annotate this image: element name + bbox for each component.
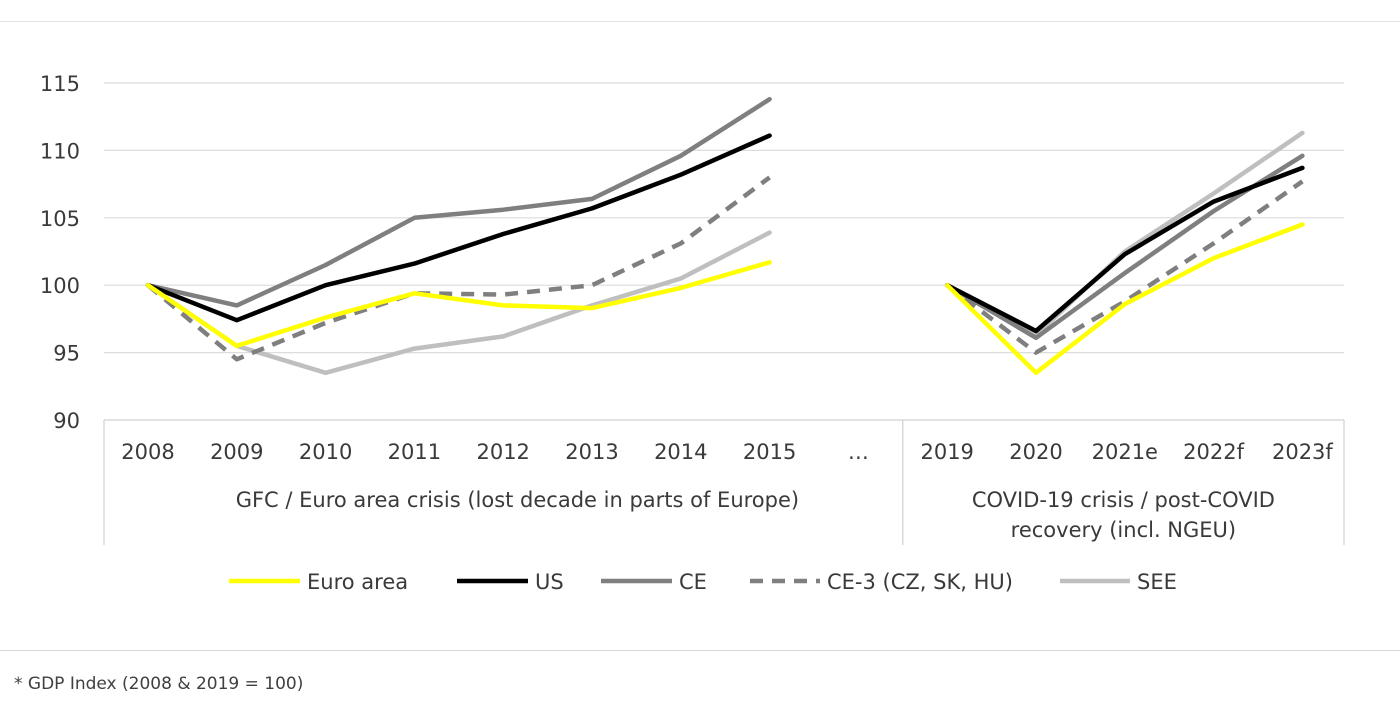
gdp-index-line-chart: 90 95 100 105 110 115 2008 2009 2010 2011 2012 201… — [40, 72, 1345, 594]
x-axis-frame — [103, 420, 1345, 545]
y-tick-label: 95 — [53, 342, 80, 366]
y-axis-ticks: 90 95 100 105 110 115 — [40, 72, 80, 433]
group-label-covid-line-2: recovery (incl. NGEU) — [1011, 518, 1236, 542]
x-tick-label: 2019 — [920, 440, 973, 464]
series-line-ce-part-1 — [145, 96, 772, 308]
x-axis-ticks: 2008 2009 2010 2011 2012 2013 2014 2015 … 2019 202… — [121, 440, 1333, 464]
x-tick-label: 2014 — [654, 440, 707, 464]
y-tick-label: 115 — [40, 72, 80, 96]
x-tick-label: 2021e — [1092, 440, 1158, 464]
y-tick-label: 110 — [40, 139, 80, 163]
x-tick-label: 2013 — [565, 440, 618, 464]
x-tick-label: 2020 — [1009, 440, 1062, 464]
x-tick-label: 2008 — [121, 440, 174, 464]
series-line-see-part-1 — [145, 230, 772, 376]
legend: Euro area US CE CE-3 (CZ, SK, HU) SEE — [229, 570, 1177, 594]
x-tick-label: 2022f — [1183, 440, 1244, 464]
gridlines — [104, 82, 1344, 421]
series-line-ce-3-cz-sk-hu-part-1 — [146, 175, 771, 362]
x-axis-groups: GFC / Euro area crisis (lost decade in p… — [236, 488, 1275, 542]
bottom-rule — [0, 650, 1400, 651]
series-line-euro-area-part-2 — [944, 222, 1305, 376]
series-line-ce-3-cz-sk-hu-part-2 — [945, 179, 1304, 355]
legend-label-us: US — [535, 570, 564, 594]
legend-label-ce: CE — [679, 570, 707, 594]
x-tick-label: 2009 — [210, 440, 263, 464]
y-tick-label: 100 — [40, 274, 80, 298]
group-label-covid-line-1: COVID-19 crisis / post-COVID — [972, 488, 1275, 512]
group-label-gfc: GFC / Euro area crisis (lost decade in p… — [236, 488, 799, 512]
y-tick-label: 105 — [40, 207, 80, 231]
footnote: * GDP Index (2008 & 2019 = 100) — [14, 674, 304, 694]
x-tick-label: 2010 — [299, 440, 352, 464]
x-tick-label: … — [848, 440, 869, 464]
series-line-us-part-1 — [145, 133, 772, 323]
y-tick-label: 90 — [53, 409, 80, 433]
top-rule — [0, 21, 1400, 22]
series-lines — [145, 96, 1305, 376]
x-tick-label: 2011 — [388, 440, 441, 464]
legend-label-euro-area: Euro area — [307, 570, 408, 594]
series-line-us-part-2 — [944, 165, 1305, 334]
x-tick-label: 2023f — [1272, 440, 1333, 464]
legend-label-ce-3-cz-sk-hu: CE-3 (CZ, SK, HU) — [827, 570, 1013, 594]
x-tick-label: 2015 — [743, 440, 796, 464]
x-tick-label: 2012 — [476, 440, 529, 464]
series-line-euro-area-part-1 — [145, 260, 772, 349]
legend-label-see: SEE — [1137, 570, 1177, 594]
